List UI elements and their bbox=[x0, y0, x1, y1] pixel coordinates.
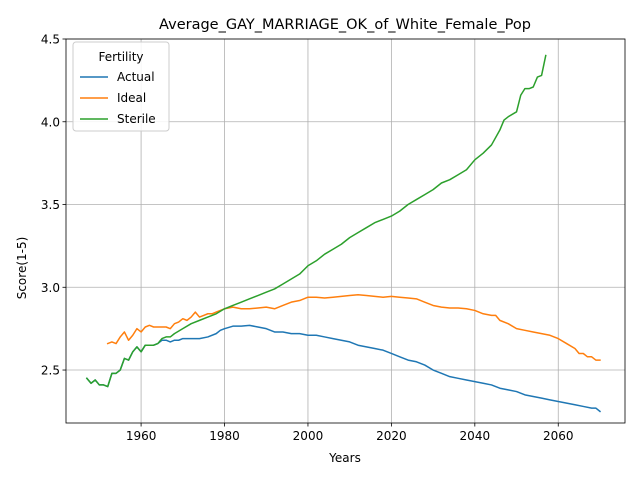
x-tick-label: 2040 bbox=[460, 429, 491, 443]
series-line-ideal bbox=[106, 293, 601, 361]
y-tick-label: 4.5 bbox=[41, 33, 60, 47]
legend-title: Fertility bbox=[98, 50, 143, 64]
plot-frame bbox=[65, 38, 626, 424]
y-tick-label: 2.5 bbox=[41, 364, 60, 378]
chart-title: Average_GAY_MARRIAGE_OK_of_White_Female_… bbox=[159, 17, 531, 33]
y-tick-label: 3.5 bbox=[41, 198, 60, 212]
legend-box bbox=[72, 41, 170, 132]
legend-entry-ideal: Ideal bbox=[117, 91, 146, 105]
series-line-sterile bbox=[85, 54, 547, 388]
x-axis-label: Years bbox=[328, 451, 361, 465]
x-tick-label: 2060 bbox=[543, 429, 574, 443]
series-lines bbox=[85, 54, 602, 413]
legend-entry-actual: Actual bbox=[117, 70, 155, 84]
x-tick-label: 2000 bbox=[293, 429, 324, 443]
y-tick-label: 3.0 bbox=[41, 281, 60, 295]
x-tick-label: 1960 bbox=[126, 429, 157, 443]
x-tick-label: 2020 bbox=[376, 429, 407, 443]
x-tick-label: 1980 bbox=[209, 429, 240, 443]
legend-entry-sterile: Sterile bbox=[117, 112, 156, 126]
y-tick-label: 4.0 bbox=[41, 115, 60, 129]
legend: Fertility Actual Ideal Sterile bbox=[72, 41, 170, 132]
y-axis-label: Score(1-5) bbox=[15, 237, 29, 300]
axis-ticks: 1960 1980 2000 2020 2040 2060 2.5 3.0 3.5 4.0 4.5 bbox=[41, 33, 574, 444]
